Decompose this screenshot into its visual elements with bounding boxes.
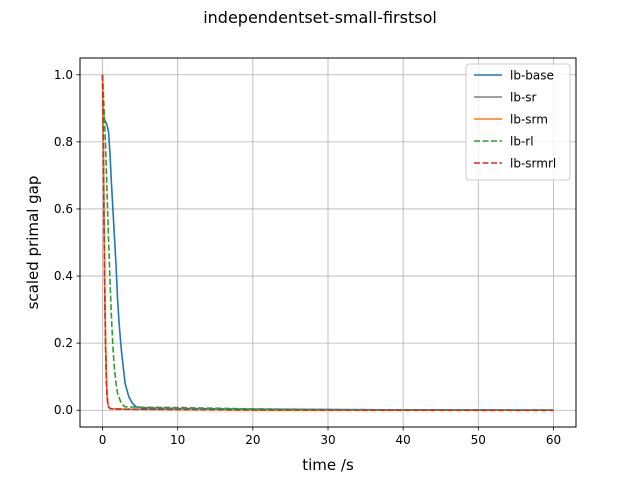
chart-title: independentset-small-firstsol bbox=[203, 8, 437, 27]
axis-ticks: 0 10 20 30 40 50 60 0.0 0.2 0.4 0.6 0.8 1.0 bbox=[54, 68, 561, 447]
legend-label-lb-base: lb-base bbox=[510, 69, 554, 83]
y-tick-label: 0.0 bbox=[54, 403, 73, 417]
x-tick-label: 50 bbox=[471, 433, 486, 447]
x-tick-label: 60 bbox=[546, 433, 561, 447]
series-line-lb-srmrl bbox=[101, 74, 554, 412]
y-axis-label: scaled primal gap bbox=[24, 176, 42, 310]
y-tick-label: 0.8 bbox=[54, 135, 73, 149]
series-line-lb-srm bbox=[101, 74, 554, 412]
x-tick-label: 40 bbox=[396, 433, 411, 447]
y-tick-label: 1.0 bbox=[54, 68, 73, 82]
x-tick-label: 10 bbox=[170, 433, 185, 447]
legend-label-lb-srmrl: lb-srmrl bbox=[510, 157, 556, 171]
x-tick-label: 30 bbox=[320, 433, 335, 447]
legend-label-lb-sr: lb-sr bbox=[510, 91, 537, 105]
y-tick-label: 0.4 bbox=[54, 269, 73, 283]
y-tick-label: 0.6 bbox=[54, 202, 73, 216]
x-tick-label: 20 bbox=[245, 433, 260, 447]
plot-series-group bbox=[101, 74, 554, 412]
x-tick-label: 0 bbox=[99, 433, 107, 447]
legend-box bbox=[465, 63, 571, 181]
legend-label-lb-rl: lb-rl bbox=[510, 135, 534, 149]
y-tick-label: 0.2 bbox=[54, 336, 73, 350]
x-axis-label: time /s bbox=[302, 456, 354, 474]
legend: lb-base lb-sr lb-srm lb-rl lb-srmrl bbox=[465, 63, 571, 181]
series-line-lb-rl bbox=[101, 74, 554, 412]
legend-label-lb-srm: lb-srm bbox=[510, 113, 548, 127]
